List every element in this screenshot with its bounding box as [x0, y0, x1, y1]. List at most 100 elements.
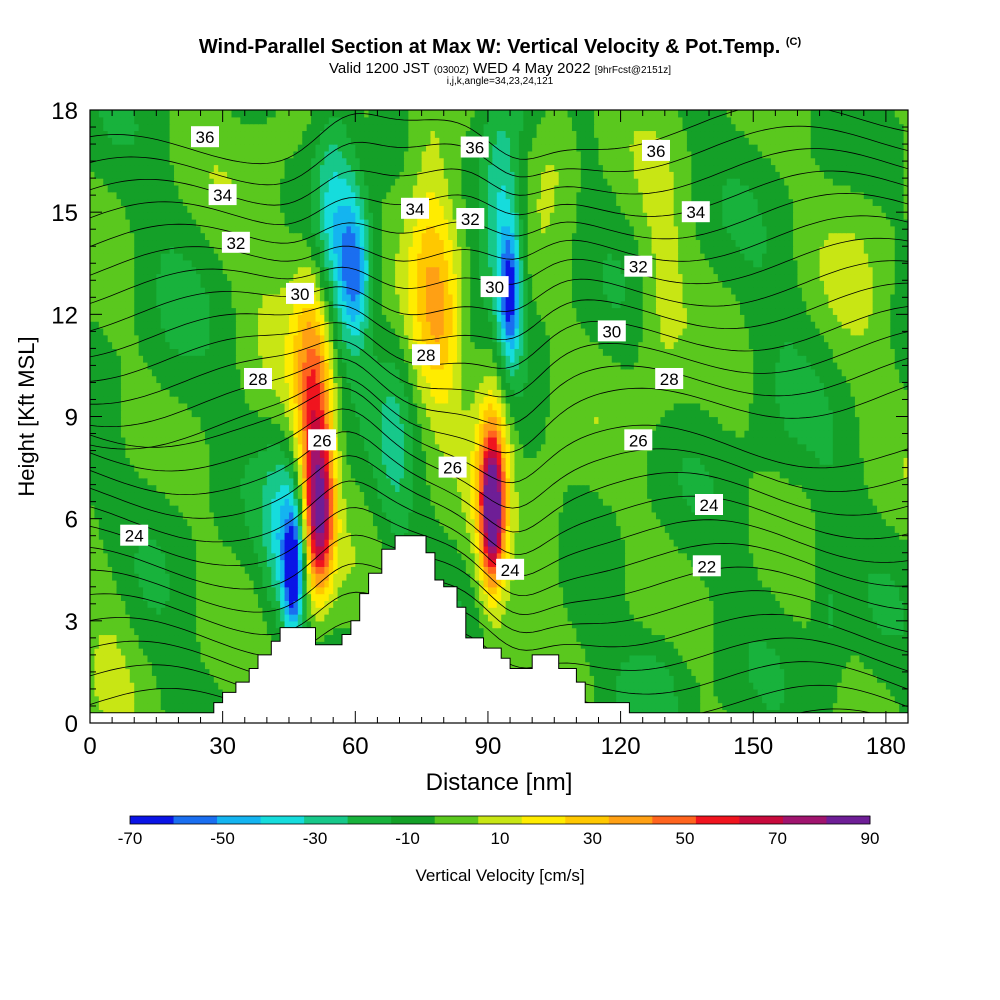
field-cell — [266, 545, 272, 554]
field-cell — [797, 661, 803, 670]
field-cell — [589, 648, 595, 656]
field-cell — [788, 620, 794, 629]
field-cell — [638, 586, 644, 595]
field-cell — [607, 573, 613, 581]
field-cell — [651, 559, 657, 567]
field-cell — [156, 682, 162, 690]
field-cell — [859, 695, 865, 704]
field-cell — [125, 600, 131, 608]
field-cell — [700, 641, 706, 649]
field-cell — [182, 620, 188, 629]
field-cell — [894, 559, 900, 567]
field-cell — [894, 682, 900, 690]
field-cell — [311, 607, 317, 615]
field-cell — [209, 702, 215, 710]
field-cell — [103, 682, 109, 690]
field-cell — [607, 688, 613, 697]
field-cell — [231, 634, 237, 642]
field-cell — [735, 620, 741, 629]
field-cell — [160, 702, 166, 710]
field-cell — [311, 620, 317, 629]
field-cell — [731, 593, 737, 601]
field-cell — [846, 675, 852, 683]
field-cell — [823, 695, 830, 704]
field-cell — [514, 539, 520, 547]
field-cell — [762, 586, 768, 595]
field-cell — [801, 702, 807, 710]
field-cell — [147, 682, 153, 690]
field-cell — [227, 600, 233, 608]
field-cell — [492, 566, 498, 574]
field-cell — [810, 607, 816, 615]
field-cell — [350, 593, 356, 601]
field-cell — [722, 648, 728, 656]
field-cell — [266, 614, 272, 622]
field-cell — [178, 641, 184, 649]
field-cell — [98, 648, 104, 656]
field-cell — [98, 661, 104, 670]
field-cell — [182, 552, 188, 561]
field-cell — [174, 607, 180, 615]
field-cell — [165, 675, 171, 683]
field-cell — [854, 593, 860, 601]
field-cell — [306, 620, 312, 629]
field-cell — [196, 586, 202, 595]
field-cell — [669, 600, 675, 608]
field-cell — [633, 593, 639, 601]
field-cell — [709, 539, 715, 547]
field-cell — [713, 586, 719, 595]
field-cell — [262, 600, 268, 608]
field-cell — [147, 607, 153, 615]
field-cell — [456, 545, 463, 554]
field-cell — [899, 654, 905, 663]
field-cell — [793, 600, 799, 608]
field-cell — [156, 586, 162, 595]
field-cell — [682, 702, 688, 710]
field-cell — [722, 641, 728, 649]
field-cell — [470, 552, 476, 561]
field-cell — [704, 634, 710, 642]
field-cell — [806, 579, 812, 588]
field-cell — [456, 593, 463, 601]
field-cell — [841, 566, 847, 574]
field-cell — [218, 614, 224, 622]
field-cell — [717, 688, 723, 697]
field-cell — [536, 627, 542, 636]
field-cell — [558, 600, 564, 608]
field-cell — [739, 620, 745, 629]
field-cell — [700, 675, 706, 683]
field-cell — [580, 654, 586, 663]
field-cell — [655, 607, 661, 615]
field-cell — [620, 545, 626, 554]
field-cell — [227, 579, 233, 588]
field-cell — [837, 648, 843, 656]
field-cell — [134, 600, 140, 608]
field-cell — [328, 627, 334, 636]
field-cell — [850, 641, 856, 649]
field-cell — [766, 620, 772, 629]
field-cell — [801, 654, 807, 663]
field-cell — [213, 682, 219, 690]
field-cell — [235, 579, 241, 588]
field-cell — [598, 579, 604, 588]
field-cell — [200, 607, 206, 615]
field-cell — [103, 688, 109, 697]
field-cell — [266, 579, 272, 588]
field-cell — [240, 573, 246, 581]
field-cell — [364, 586, 370, 595]
field-cell — [837, 661, 843, 670]
field-cell — [620, 607, 626, 615]
field-cell — [726, 682, 732, 690]
field-cell — [655, 566, 661, 574]
field-cell — [218, 620, 224, 629]
field-cell — [837, 566, 843, 574]
field-cell — [306, 573, 312, 581]
field-cell — [602, 668, 608, 676]
field-cell — [523, 579, 529, 588]
field-cell — [319, 593, 325, 601]
field-cell — [863, 695, 869, 704]
field-cell — [607, 545, 613, 554]
field-cell — [430, 545, 436, 554]
field-cell — [611, 648, 617, 656]
field-cell — [625, 593, 631, 601]
